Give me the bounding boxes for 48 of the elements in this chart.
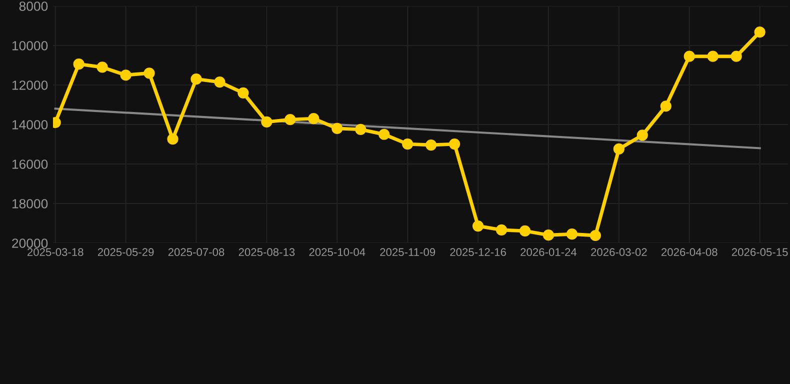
point bbox=[120, 70, 132, 81]
point bbox=[190, 74, 202, 85]
x-tick-label: 2025-10-04 bbox=[309, 248, 366, 256]
x-tick-label: 2025-11-09 bbox=[380, 248, 436, 256]
x-tick-label: 2025-03-18 bbox=[27, 248, 84, 256]
x-tick-label: 2025-07-08 bbox=[168, 248, 224, 256]
point bbox=[167, 134, 178, 145]
x-tick-label: 2026-01-24 bbox=[520, 248, 577, 256]
point bbox=[144, 68, 155, 79]
point bbox=[73, 58, 84, 70]
y-tick-label: 20000 bbox=[12, 238, 48, 248]
point bbox=[613, 143, 624, 155]
point bbox=[284, 114, 296, 126]
y-tick-label: 14000 bbox=[12, 120, 48, 130]
point bbox=[426, 139, 437, 151]
y-tick-label: 16000 bbox=[12, 160, 48, 169]
point bbox=[96, 62, 108, 73]
point bbox=[566, 228, 578, 240]
point bbox=[636, 130, 648, 141]
x-tick-label: 2025-12-16 bbox=[450, 248, 506, 256]
y-tick-label: 8000 bbox=[19, 2, 48, 11]
y-tick-label: 12000 bbox=[12, 80, 48, 90]
point bbox=[308, 113, 320, 124]
point bbox=[496, 224, 508, 236]
y-tick-label: 18000 bbox=[12, 199, 48, 208]
x-tick-label: 2025-08-13 bbox=[238, 248, 295, 256]
point bbox=[660, 100, 672, 112]
x-tick-label: 2025-05-29 bbox=[98, 248, 154, 256]
point bbox=[707, 50, 718, 62]
point bbox=[684, 50, 695, 62]
point bbox=[730, 50, 742, 62]
point bbox=[448, 138, 460, 150]
x-tick-label: 2026-04-08 bbox=[662, 248, 718, 256]
point bbox=[261, 116, 272, 128]
point bbox=[238, 87, 249, 98]
point bbox=[378, 128, 390, 140]
point bbox=[402, 138, 414, 150]
x-tick-label: 2026-03-02 bbox=[591, 248, 647, 256]
point bbox=[590, 230, 601, 242]
point bbox=[355, 124, 366, 135]
point bbox=[519, 225, 531, 237]
point bbox=[332, 122, 343, 134]
point bbox=[754, 26, 766, 38]
point bbox=[472, 220, 484, 232]
y-tick-label: 10000 bbox=[12, 41, 48, 50]
point bbox=[542, 230, 554, 241]
x-tick-label: 2026-05-15 bbox=[732, 248, 788, 256]
point bbox=[214, 76, 226, 88]
